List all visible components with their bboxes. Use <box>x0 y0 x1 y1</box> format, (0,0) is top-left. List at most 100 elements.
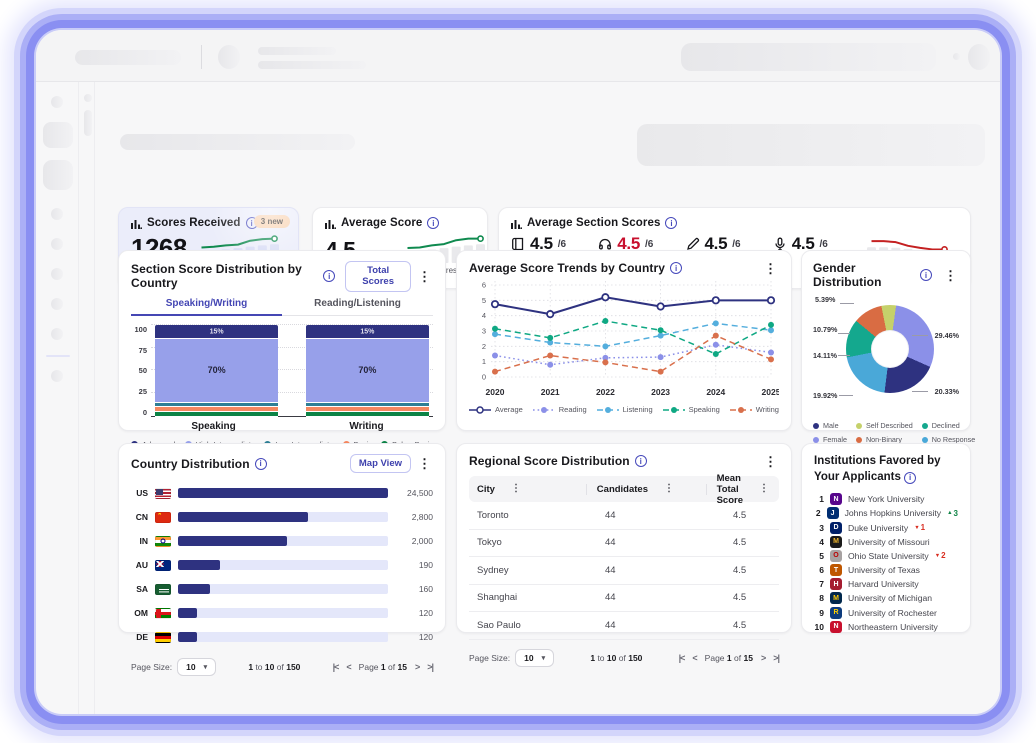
sidebar-item-skeleton <box>51 370 63 382</box>
bar-track <box>178 608 388 619</box>
kebab-menu-icon[interactable]: ⋮ <box>764 260 777 276</box>
column-header-mean-total-score[interactable]: Mean Total Score ⋮ <box>716 472 769 506</box>
sidebar-skeleton <box>36 82 79 714</box>
rail-scrollbar-skeleton <box>84 110 92 136</box>
bar-track <box>178 512 388 523</box>
book-icon <box>511 237 525 251</box>
info-icon[interactable]: i <box>254 457 267 470</box>
tab-speaking-writing[interactable]: Speaking/Writing <box>131 298 282 316</box>
next-page-button[interactable]: > <box>414 662 420 673</box>
card-title: Institutions Favored by Your Applicants … <box>814 455 941 484</box>
kebab-menu-icon[interactable]: ⋮ <box>944 267 957 283</box>
last-page-button[interactable]: >| <box>773 652 780 663</box>
browser-window: Scores Received i 3 new 1268 ▲14 Last we… <box>36 30 1000 714</box>
total-scores-button[interactable]: Total Scores <box>345 261 411 292</box>
slice-label: 10.79% <box>813 325 838 334</box>
first-page-button[interactable]: |< <box>332 662 340 673</box>
kebab-menu-icon[interactable]: ⋮ <box>418 268 431 284</box>
table-row[interactable]: Toronto 44 4.5 <box>469 502 779 530</box>
country-bar-row: OM 120 <box>131 601 433 625</box>
info-icon[interactable]: i <box>323 270 336 283</box>
last-page-button[interactable]: >| <box>427 662 434 673</box>
mean-score-cell: 4.5 <box>733 509 747 521</box>
next-page-button[interactable]: > <box>760 652 766 663</box>
column-menu-icon[interactable]: ⋮ <box>664 483 675 494</box>
institution-row[interactable]: 4 M University of Missouri <box>814 535 958 549</box>
column-header-city[interactable]: City ⋮ <box>477 483 587 495</box>
institution-logo-icon: H <box>830 578 842 591</box>
legend-item: Listening <box>596 405 653 414</box>
institution-name: University of Missouri <box>848 536 930 547</box>
prev-page-button[interactable]: < <box>692 652 697 663</box>
legend-item: Female <box>813 435 847 444</box>
info-icon[interactable]: i <box>904 471 917 484</box>
tab-reading-listening[interactable]: Reading/Listening <box>314 297 401 309</box>
institution-name: New York University <box>848 494 925 505</box>
page-size-label: Page Size: <box>131 662 173 673</box>
institution-row[interactable]: 1 N New York University <box>814 492 958 506</box>
info-icon[interactable]: i <box>665 217 678 229</box>
institution-logo-icon: O <box>830 549 842 562</box>
info-icon[interactable]: i <box>920 269 932 281</box>
table-row[interactable]: Shanghai 44 4.5 <box>469 585 779 612</box>
institution-row[interactable]: 6 T University of Texas <box>814 563 958 577</box>
page-size-select[interactable]: 10 ▾ <box>177 658 217 677</box>
info-icon[interactable]: i <box>245 217 258 229</box>
table-row[interactable]: Sydney 44 4.5 <box>469 557 779 585</box>
segment-below-basic <box>305 411 429 416</box>
mean-score-cell: 4.5 <box>733 619 747 631</box>
bar-track <box>178 584 388 595</box>
institution-row[interactable]: 7 H Harvard University <box>814 577 958 591</box>
country-value: 190 <box>418 560 433 571</box>
country-flag-icon <box>155 535 171 547</box>
sidebar-item-skeleton <box>51 268 63 280</box>
chrome-search-skeleton <box>681 43 936 71</box>
y-axis-labels: 100 75 50 25 0 <box>134 324 147 417</box>
kebab-menu-icon[interactable]: ⋮ <box>418 456 431 472</box>
headphones-icon <box>598 237 612 251</box>
bar-fill <box>178 560 220 571</box>
institution-row[interactable]: 3 D Duke University ▼ 1 <box>814 520 958 534</box>
info-icon[interactable]: i <box>634 455 647 467</box>
table-row[interactable]: Tokyo 44 4.5 <box>469 530 779 557</box>
prev-page-button[interactable]: < <box>346 662 351 673</box>
bar-track <box>178 536 388 547</box>
first-page-button[interactable]: |< <box>678 652 686 663</box>
page-indicator: Page 1 of 15 <box>358 662 407 673</box>
country-flag-icon <box>155 559 171 571</box>
candidates-cell: 44 <box>605 564 616 576</box>
institution-row[interactable]: 8 M University of Michigan <box>814 591 958 605</box>
info-icon[interactable]: i <box>427 217 440 229</box>
column-menu-icon[interactable]: ⋮ <box>510 483 521 494</box>
institution-row[interactable]: 9 R University of Rochester <box>814 606 958 620</box>
table-row[interactable]: Sao Paulo 44 4.5 <box>469 612 779 640</box>
bar-fill <box>178 584 210 595</box>
pagination-range: 1 to 10 of 150 <box>590 652 643 663</box>
column-header-candidates[interactable]: Candidates ⋮ <box>597 483 707 495</box>
institution-name: Duke University <box>848 522 909 533</box>
card-title: Gender Distribution <box>813 261 882 289</box>
svg-text:2022: 2022 <box>596 387 615 397</box>
pencil-icon <box>686 237 700 251</box>
institution-row[interactable]: 5 O Ohio State University ▼ 2 <box>814 549 958 563</box>
leader-line <box>839 395 853 396</box>
bar-track <box>178 488 388 499</box>
page-size-select[interactable]: 10 ▾ <box>515 648 555 667</box>
institution-row[interactable]: 2 J Johns Hopkins University ▲ 3 <box>814 506 958 520</box>
section-distribution-card: Section Score Distribution by Country i … <box>118 250 446 449</box>
country-code: DE <box>136 632 148 643</box>
chrome-text-skeleton <box>258 47 336 55</box>
slice-label: 5.39% <box>815 295 836 304</box>
chrome-profile-skeleton <box>968 44 990 70</box>
institution-rank: 1 <box>819 494 824 505</box>
legend-item: Average <box>469 405 523 414</box>
country-flag-icon <box>155 511 171 523</box>
institution-row[interactable]: 10 N Northeastern University <box>814 620 958 634</box>
map-view-button[interactable]: Map View <box>349 454 411 474</box>
mean-score-cell: 4.5 <box>733 537 747 549</box>
institution-logo-icon: T <box>830 564 842 577</box>
info-icon[interactable]: i <box>670 262 683 274</box>
column-menu-icon[interactable]: ⋮ <box>758 483 769 494</box>
segment-high-intermediate: 70% <box>305 338 429 403</box>
kebab-menu-icon[interactable]: ⋮ <box>764 453 777 469</box>
